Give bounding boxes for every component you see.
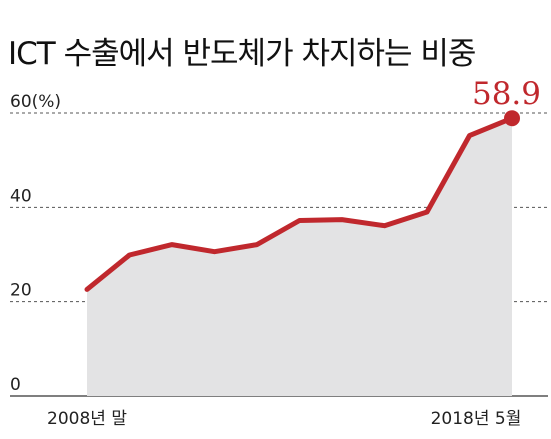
y-tick-label-40: 40 bbox=[10, 186, 32, 206]
y-tick-label-20: 20 bbox=[10, 281, 32, 301]
data-points bbox=[504, 110, 520, 127]
chart-title: ICT 수출에서 반도체가 차지하는 비중 bbox=[8, 36, 476, 72]
area-fill bbox=[87, 118, 512, 396]
y-tick-label-60: 60(%) bbox=[10, 92, 61, 112]
x-tick-labels: 2008년 말 2018년 5월 bbox=[47, 409, 521, 429]
x-tick-label-end: 2018년 5월 bbox=[431, 409, 522, 429]
x-tick-label-start: 2008년 말 bbox=[47, 409, 127, 429]
endpoint-marker bbox=[504, 110, 520, 127]
series-line bbox=[84, 115, 515, 292]
y-tick-labels: 0 20 40 60(%) bbox=[10, 92, 61, 395]
y-tick-label-0: 0 bbox=[10, 375, 21, 395]
last-value-label: 58.9 bbox=[472, 76, 541, 112]
